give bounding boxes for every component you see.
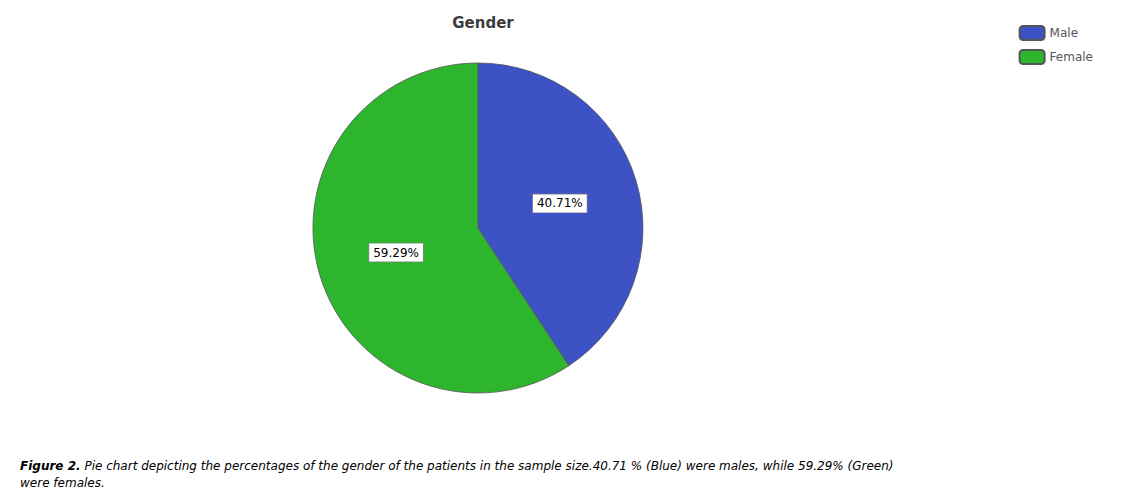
svg-text:were females.: were females. [20, 476, 105, 490]
svg-text:Figure 2.: Figure 2. [20, 459, 81, 473]
svg-text:59.29%: 59.29% [373, 246, 419, 260]
svg-text:40.71%: 40.71% [537, 196, 583, 210]
svg-text:Gender: Gender [452, 14, 514, 32]
svg-text:Male: Male [1050, 26, 1078, 40]
svg-text:Pie chart depicting the percen: Pie chart depicting the percentages of t… [84, 459, 893, 473]
svg-text:Female: Female [1050, 50, 1093, 64]
